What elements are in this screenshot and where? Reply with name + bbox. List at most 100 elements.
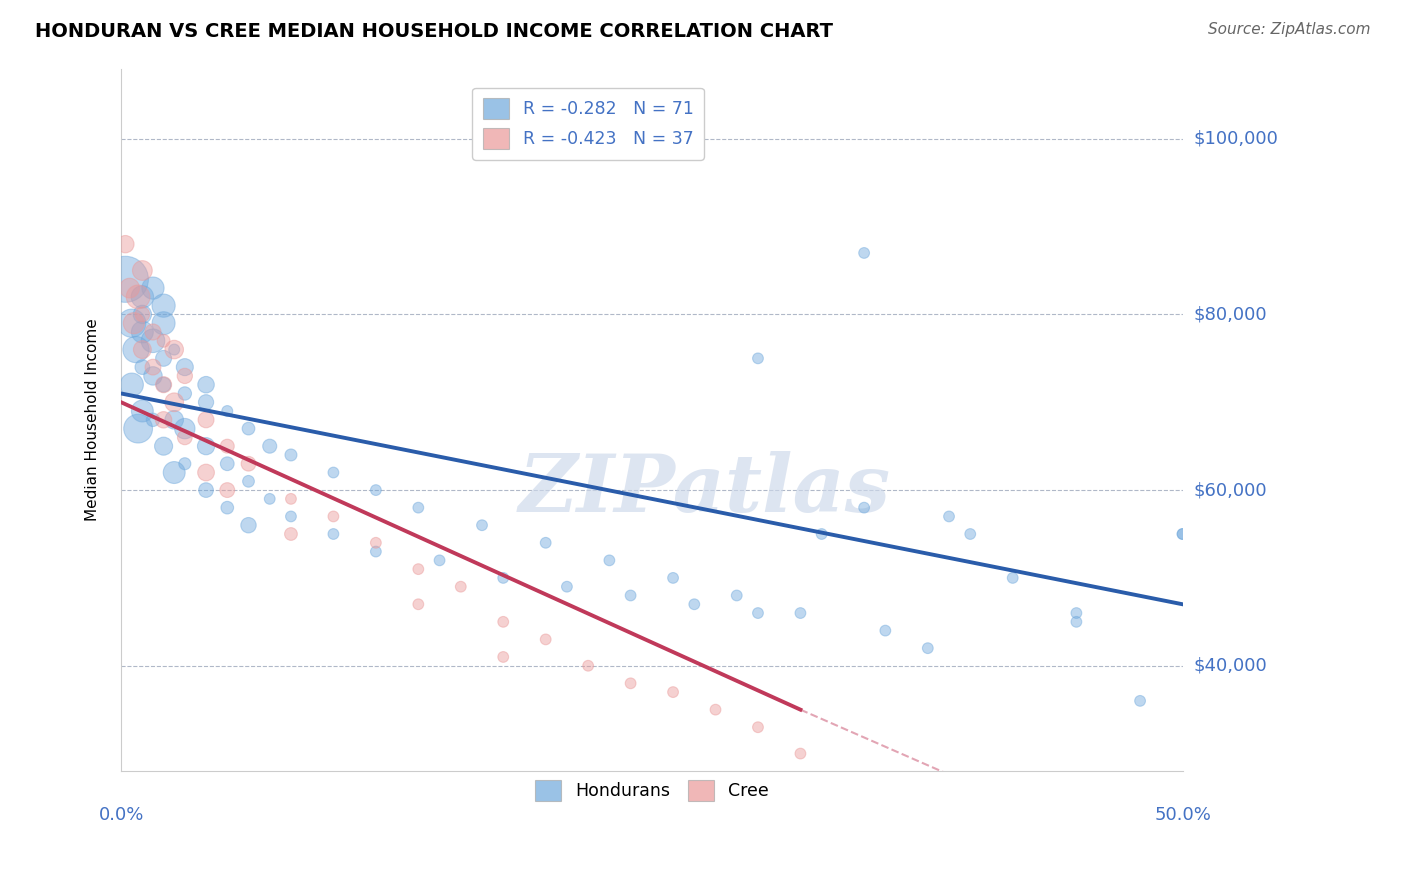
Point: [217, 500, 239, 515]
Point: [217, 457, 239, 471]
Point: [683, 597, 706, 611]
Point: [534, 632, 557, 647]
Point: [620, 676, 643, 690]
Point: [142, 360, 165, 375]
Point: [725, 589, 748, 603]
Point: [127, 290, 149, 304]
Point: [121, 316, 143, 330]
Point: [322, 466, 344, 480]
Point: [576, 658, 599, 673]
Point: [747, 351, 769, 366]
Point: [131, 308, 153, 322]
Point: [938, 509, 960, 524]
Point: [1001, 571, 1024, 585]
Text: $40,000: $40,000: [1194, 657, 1267, 674]
Point: [1171, 527, 1194, 541]
Point: [163, 466, 186, 480]
Text: $80,000: $80,000: [1194, 305, 1267, 324]
Point: [127, 422, 149, 436]
Point: [1066, 615, 1088, 629]
Point: [450, 580, 472, 594]
Point: [620, 589, 643, 603]
Legend: Hondurans, Cree: Hondurans, Cree: [529, 773, 775, 808]
Point: [747, 606, 769, 620]
Point: [195, 377, 218, 392]
Point: [408, 562, 430, 576]
Point: [163, 413, 186, 427]
Point: [173, 360, 195, 375]
Point: [492, 650, 515, 665]
Point: [142, 368, 165, 383]
Point: [747, 720, 769, 734]
Text: $60,000: $60,000: [1194, 481, 1267, 500]
Point: [238, 518, 260, 533]
Text: HONDURAN VS CREE MEDIAN HOUSEHOLD INCOME CORRELATION CHART: HONDURAN VS CREE MEDIAN HOUSEHOLD INCOME…: [35, 22, 834, 41]
Point: [173, 368, 195, 383]
Point: [152, 377, 174, 392]
Point: [173, 457, 195, 471]
Point: [704, 703, 727, 717]
Point: [534, 536, 557, 550]
Point: [217, 483, 239, 497]
Point: [280, 448, 302, 462]
Point: [789, 747, 811, 761]
Point: [810, 527, 832, 541]
Point: [492, 571, 515, 585]
Point: [1129, 694, 1152, 708]
Point: [122, 316, 145, 330]
Point: [408, 597, 430, 611]
Text: $100,000: $100,000: [1194, 129, 1278, 148]
Point: [195, 466, 218, 480]
Point: [152, 439, 174, 453]
Point: [259, 491, 281, 506]
Point: [195, 413, 218, 427]
Point: [121, 377, 143, 392]
Point: [789, 606, 811, 620]
Point: [163, 343, 186, 357]
Point: [125, 343, 148, 357]
Point: [217, 404, 239, 418]
Point: [163, 395, 186, 409]
Point: [173, 430, 195, 444]
Point: [1066, 606, 1088, 620]
Point: [131, 308, 153, 322]
Point: [142, 413, 165, 427]
Point: [114, 237, 136, 252]
Point: [114, 272, 136, 286]
Point: [238, 457, 260, 471]
Point: [875, 624, 897, 638]
Point: [152, 334, 174, 348]
Point: [195, 439, 218, 453]
Point: [959, 527, 981, 541]
Text: Source: ZipAtlas.com: Source: ZipAtlas.com: [1208, 22, 1371, 37]
Point: [173, 386, 195, 401]
Point: [163, 343, 186, 357]
Point: [322, 527, 344, 541]
Point: [280, 527, 302, 541]
Point: [195, 483, 218, 497]
Point: [364, 536, 387, 550]
Point: [364, 483, 387, 497]
Point: [1171, 527, 1194, 541]
Point: [142, 325, 165, 339]
Point: [152, 351, 174, 366]
Point: [662, 685, 685, 699]
Point: [217, 439, 239, 453]
Point: [259, 439, 281, 453]
Text: 50.0%: 50.0%: [1154, 806, 1211, 824]
Point: [195, 395, 218, 409]
Point: [322, 509, 344, 524]
Point: [598, 553, 620, 567]
Point: [131, 263, 153, 277]
Point: [152, 299, 174, 313]
Point: [152, 413, 174, 427]
Text: ZIPatlas: ZIPatlas: [519, 451, 891, 529]
Point: [853, 246, 876, 260]
Point: [853, 500, 876, 515]
Point: [131, 360, 153, 375]
Point: [238, 475, 260, 489]
Point: [131, 343, 153, 357]
Y-axis label: Median Household Income: Median Household Income: [86, 318, 100, 521]
Text: 0.0%: 0.0%: [98, 806, 143, 824]
Point: [238, 422, 260, 436]
